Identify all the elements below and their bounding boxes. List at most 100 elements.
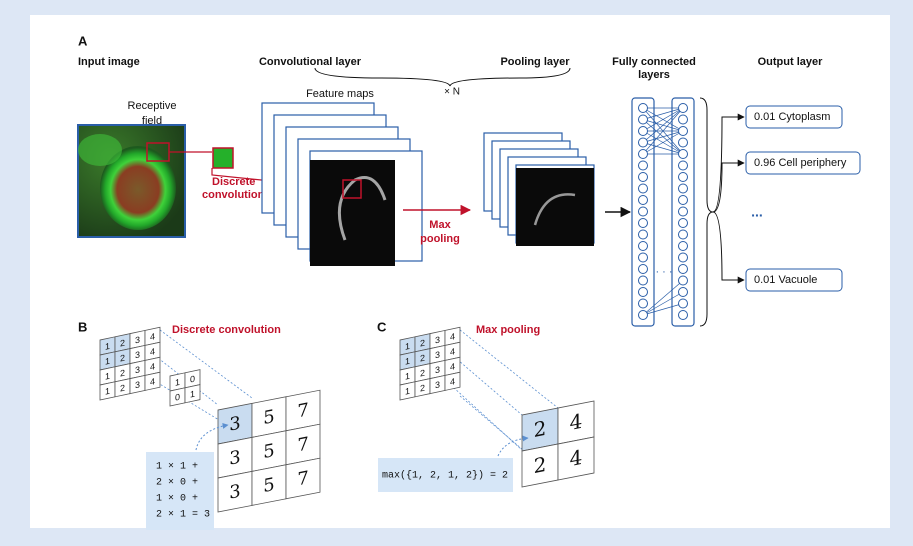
grid: 3 5 73 5 73 5 7 bbox=[217, 389, 321, 513]
neuron bbox=[678, 126, 688, 136]
guide bbox=[459, 329, 559, 409]
grid: 2 42 4 bbox=[521, 400, 595, 488]
heading: Fully connected bbox=[612, 56, 696, 68]
pooled-map bbox=[516, 168, 594, 246]
feature-map bbox=[310, 160, 395, 266]
cell-value: 2 bbox=[120, 353, 125, 364]
calculation: 1 × 1 + bbox=[156, 462, 198, 473]
arrow bbox=[712, 211, 745, 284]
neuron bbox=[678, 103, 688, 113]
cell-value: 7 bbox=[297, 467, 308, 490]
label: Discrete bbox=[212, 176, 255, 188]
connection bbox=[642, 142, 684, 155]
cell bbox=[78, 134, 122, 166]
cell-value: 1 bbox=[405, 371, 410, 382]
cell-value: 0 bbox=[175, 392, 180, 403]
calculation: 2 × 0 + bbox=[156, 478, 198, 489]
ellipsis: ... bbox=[751, 204, 763, 220]
cell bbox=[184, 384, 201, 404]
cell-value: 1 bbox=[105, 386, 110, 397]
cell-value: 7 bbox=[297, 433, 308, 456]
feature bbox=[533, 193, 576, 226]
neuron bbox=[678, 206, 688, 217]
arrow bbox=[712, 113, 745, 213]
cell-value: 1 bbox=[105, 371, 110, 382]
neuron bbox=[638, 298, 648, 309]
cell-value: 4 bbox=[450, 331, 455, 342]
cell-value: 5 bbox=[263, 406, 274, 429]
cell-value: 2 bbox=[420, 383, 425, 394]
cell-value: 3 bbox=[229, 413, 240, 436]
output-box bbox=[745, 151, 861, 175]
cell-value: 2 bbox=[120, 338, 125, 349]
cell-value: 1 bbox=[405, 386, 410, 397]
cell-value: 3 bbox=[435, 379, 440, 390]
panel-label: C bbox=[377, 319, 387, 334]
connection bbox=[642, 107, 684, 143]
calculation: 2 × 1 = 3 bbox=[156, 510, 210, 521]
label: pooling bbox=[420, 233, 460, 245]
label: field bbox=[142, 115, 162, 127]
calculation: 1 × 0 + bbox=[156, 494, 198, 505]
neuron bbox=[678, 287, 688, 297]
panel-label: B bbox=[78, 319, 87, 334]
neuron bbox=[638, 103, 648, 113]
heading: Pooling layer bbox=[500, 56, 570, 68]
output-label: 0.01 Cytoplasm bbox=[754, 111, 830, 123]
cell-value: 4 bbox=[570, 409, 583, 435]
cell-value: 5 bbox=[263, 440, 274, 463]
kernel-box bbox=[212, 147, 234, 169]
brace bbox=[314, 67, 571, 87]
heading: Input image bbox=[78, 56, 140, 68]
neuron bbox=[638, 310, 648, 320]
cell-value: 4 bbox=[150, 346, 155, 357]
heading: Output layer bbox=[758, 56, 824, 68]
cell-value: 4 bbox=[450, 376, 455, 387]
cell-value: 3 bbox=[435, 334, 440, 345]
cell bbox=[557, 436, 595, 481]
neuron bbox=[678, 310, 688, 320]
cell-value: 4 bbox=[570, 445, 583, 471]
connection bbox=[642, 291, 684, 316]
cell-value: 3 bbox=[435, 349, 440, 360]
label: × N bbox=[444, 87, 460, 98]
connection bbox=[642, 107, 684, 120]
ellipsis: · · · bbox=[655, 266, 672, 278]
neuron bbox=[638, 206, 648, 217]
cell-value: 3 bbox=[135, 364, 140, 375]
cell-value: 5 bbox=[263, 474, 274, 497]
neuron bbox=[638, 264, 648, 274]
cell-value: 2 bbox=[534, 452, 547, 478]
cell-value: 3 bbox=[135, 334, 140, 345]
cell-value: 7 bbox=[297, 399, 308, 422]
output-box bbox=[745, 105, 843, 129]
cell-value: 2 bbox=[534, 416, 547, 442]
neuron bbox=[678, 195, 688, 205]
cell-value: 1 bbox=[190, 389, 195, 400]
cell-value: 1 bbox=[175, 377, 180, 388]
neuron bbox=[678, 149, 688, 159]
cell bbox=[285, 457, 321, 500]
neuron bbox=[678, 252, 688, 263]
connection bbox=[642, 280, 684, 316]
cell-value: 3 bbox=[229, 481, 240, 504]
neuron bbox=[678, 275, 688, 286]
arrow bbox=[497, 435, 529, 457]
neuron bbox=[638, 114, 648, 125]
connection bbox=[642, 107, 684, 155]
neuron bbox=[638, 149, 648, 159]
cell-value: 3 bbox=[135, 379, 140, 390]
neuron bbox=[678, 160, 688, 171]
neuron bbox=[678, 218, 688, 228]
neuron bbox=[678, 241, 688, 251]
cell bbox=[100, 146, 176, 230]
cell-value: 1 bbox=[105, 341, 110, 352]
grid: 1 2 3 41 2 3 41 2 3 41 2 3 4 bbox=[99, 326, 161, 401]
label: Feature maps bbox=[306, 88, 374, 100]
cell-value: 3 bbox=[135, 349, 140, 360]
cell-value: 4 bbox=[450, 346, 455, 357]
guide bbox=[159, 329, 253, 399]
output-label: 0.01 Vacuole bbox=[754, 274, 817, 286]
cell-value: 3 bbox=[229, 447, 240, 470]
